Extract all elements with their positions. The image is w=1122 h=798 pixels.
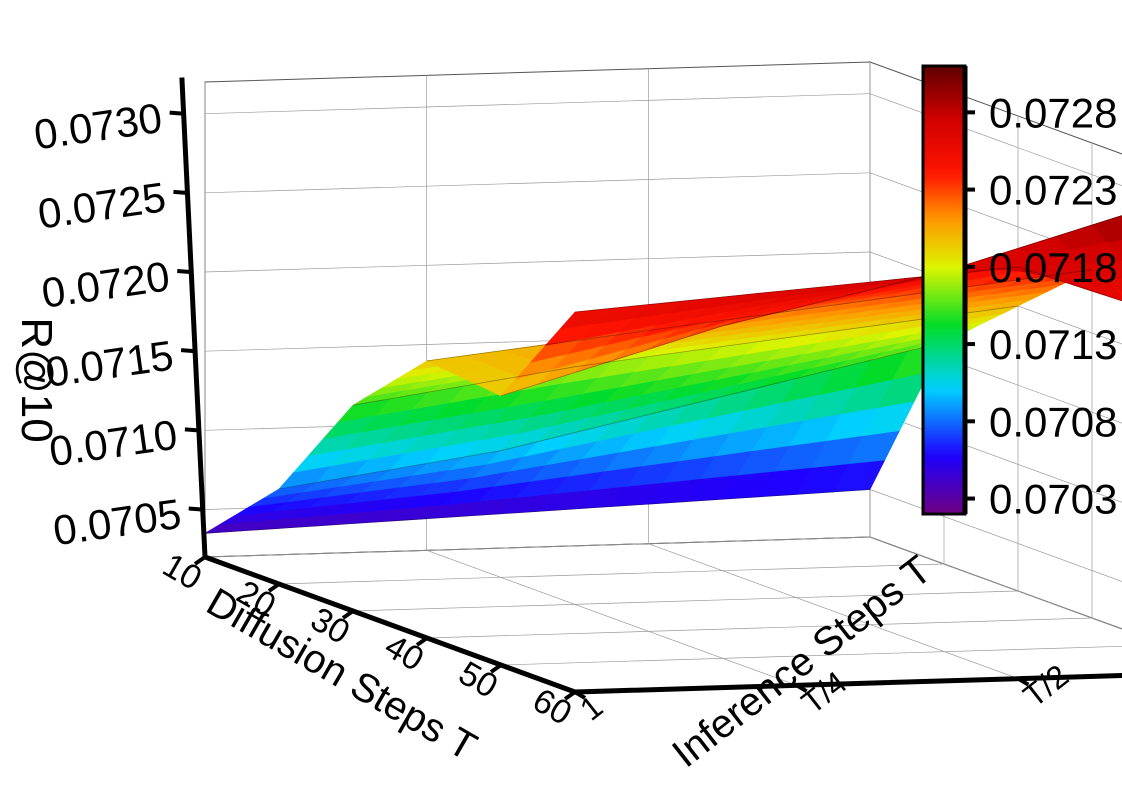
grid-line bbox=[279, 564, 944, 584]
z-tick-label: 0.0720 bbox=[39, 252, 173, 316]
z-tick bbox=[181, 350, 194, 351]
grid-line bbox=[205, 173, 870, 193]
colorbar-tick-label: 0.0713 bbox=[989, 321, 1117, 368]
colorbar-tick-label: 0.0708 bbox=[989, 398, 1117, 445]
grid-line bbox=[205, 252, 870, 272]
x-tick-label: 10 bbox=[156, 546, 208, 598]
colorbar-tick-label: 0.0718 bbox=[989, 244, 1117, 291]
colorbar-tick-label: 0.0703 bbox=[989, 476, 1117, 523]
y-tick-label: T/2 bbox=[1016, 657, 1075, 714]
colorbar-tick-label: 0.0728 bbox=[989, 89, 1117, 136]
colorbar-gradient bbox=[923, 66, 965, 514]
z-tick bbox=[189, 509, 202, 510]
z-tick-label: 0.0730 bbox=[31, 94, 165, 158]
z-tick bbox=[173, 192, 186, 193]
grid-line bbox=[205, 537, 870, 557]
z-axis-title: R@10 bbox=[12, 317, 61, 442]
grid-line bbox=[427, 618, 1092, 638]
surface-plot bbox=[205, 202, 1122, 534]
grid-line bbox=[205, 94, 870, 114]
z-tick bbox=[185, 429, 198, 430]
z-tick-label: 0.0725 bbox=[35, 173, 169, 237]
z-tick-label: 0.0710 bbox=[46, 411, 180, 475]
colorbar-tick-label: 0.0723 bbox=[989, 167, 1117, 214]
z-tick bbox=[170, 113, 183, 114]
y-tick-label: 1 bbox=[573, 688, 609, 727]
y-axis-title: Inference Steps T bbox=[664, 547, 939, 776]
z-tick-label: 0.0715 bbox=[43, 332, 177, 396]
z-tick-label: 0.0705 bbox=[50, 490, 184, 554]
z-tick bbox=[177, 271, 190, 272]
z-axis-line bbox=[182, 80, 205, 557]
